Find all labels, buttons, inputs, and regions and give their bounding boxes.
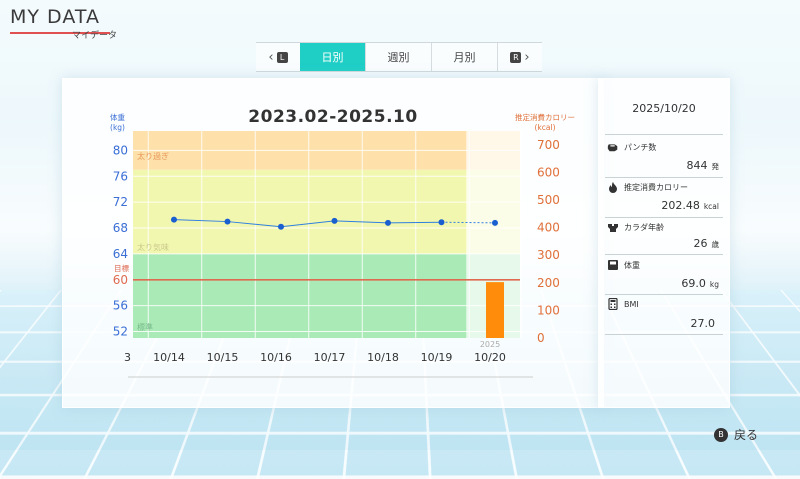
summary-divider [605, 254, 723, 255]
left-tick-label: 72 [113, 195, 128, 209]
zone-band [133, 254, 520, 338]
weight-point [171, 217, 177, 223]
left-axis-label: 体重 (kg) [110, 113, 125, 133]
b-button-icon: B [714, 428, 728, 442]
right-tick-label: 100 [537, 303, 560, 317]
punch-icon [607, 141, 619, 153]
right-axis-label-line2: (kcal) [515, 123, 575, 133]
zone-label: 標準 [137, 322, 153, 332]
stat-weight-value: 69.0 kg [681, 277, 719, 290]
left-axis-label-line2: (kg) [110, 123, 125, 133]
left-axis-label-line1: 体重 [110, 113, 125, 123]
stat-punches-label: パンチ数 [607, 141, 656, 153]
left-tick-label: 68 [113, 221, 128, 235]
weight-point [225, 219, 231, 225]
summary-divider [605, 334, 723, 335]
right-tick-label: 700 [537, 138, 560, 152]
stat-body-age-value: 26 歳 [694, 237, 720, 250]
calculator-icon [607, 298, 619, 310]
summary-date: 2025/10/20 [599, 102, 729, 115]
weight-point [439, 219, 445, 225]
left-tick-label: 80 [113, 143, 128, 157]
x-tick-label-partial: 3 [124, 351, 131, 364]
right-tick-label: 500 [537, 193, 560, 207]
left-tick-label: 76 [113, 169, 128, 183]
zone-band [133, 170, 520, 254]
right-axis-label-line1: 推定消費カロリー [515, 113, 575, 123]
stat-calories-value: 202.48 kcal [661, 199, 719, 212]
flame-icon [607, 181, 619, 193]
right-tick-label: 400 [537, 221, 560, 235]
back-label: 戻る [734, 426, 758, 443]
scale-icon [607, 259, 619, 271]
stat-body-age-label: カラダ年齢 [607, 221, 664, 233]
right-tick-label: 200 [537, 276, 560, 290]
stat-bmi-label: BMI [607, 298, 639, 310]
x-tick-label: 10/18 [367, 351, 399, 364]
muscle-icon [607, 221, 619, 233]
x-tick-label: 10/17 [314, 351, 346, 364]
left-tick-label: 56 [113, 299, 128, 313]
weight-point [492, 220, 498, 226]
summary-divider [605, 294, 723, 295]
weight-point [385, 220, 391, 226]
summary-divider [605, 177, 723, 178]
left-tick-label: 64 [113, 247, 128, 261]
x-tick-label: 10/19 [421, 351, 453, 364]
year-marker-label: 2025 [480, 340, 500, 349]
x-tick-label: 10/15 [207, 351, 239, 364]
right-axis-label: 推定消費カロリー (kcal) [515, 113, 575, 133]
left-tick-label: 52 [113, 325, 128, 339]
stat-calories-label: 推定消費カロリー [607, 181, 688, 193]
left-tick-label: 60 [113, 273, 128, 287]
zone-label: 太り気味 [137, 242, 169, 252]
x-tick-label: 10/20 [474, 351, 506, 364]
right-tick-label: 0 [537, 331, 545, 345]
calorie-bar [486, 282, 504, 338]
x-tick-label: 10/16 [260, 351, 292, 364]
summary-divider [605, 134, 723, 135]
stat-punches-value: 844 発 [687, 159, 720, 172]
zone-label: 太り過ぎ [137, 151, 169, 161]
back-button[interactable]: B 戻る [714, 426, 758, 443]
right-tick-label: 300 [537, 248, 560, 262]
stat-bmi-value: 27.0 [691, 317, 720, 330]
weight-point [278, 224, 284, 230]
day-summary-panel: 2025/10/20 パンチ数 844 発 推定消費カロリー 202.48 kcal… [598, 78, 730, 408]
summary-divider [605, 217, 723, 218]
right-tick-label: 600 [537, 165, 560, 179]
weight-point [332, 218, 338, 224]
stat-weight-label: 体重 [607, 259, 640, 271]
x-tick-label: 10/14 [153, 351, 185, 364]
target-label: 目標 [114, 263, 129, 273]
